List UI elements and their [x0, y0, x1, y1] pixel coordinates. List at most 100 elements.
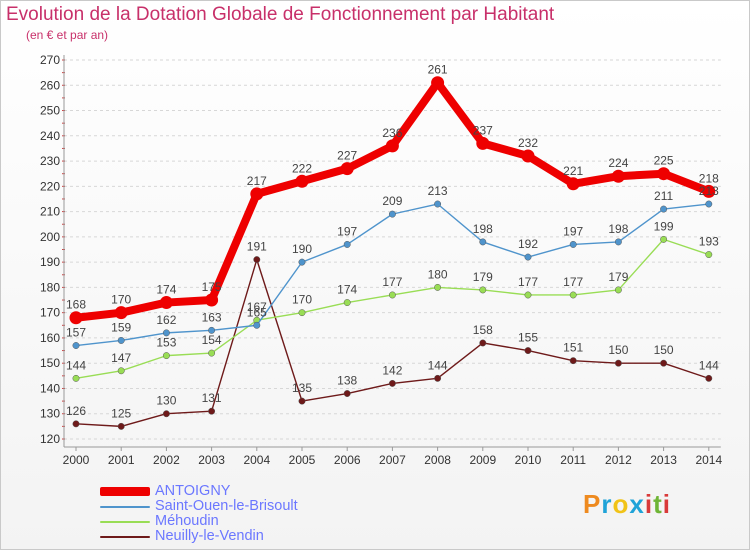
data-point — [476, 136, 490, 150]
data-label: 232 — [518, 136, 538, 150]
data-point — [611, 169, 625, 183]
data-label: 144 — [699, 358, 719, 372]
data-point — [343, 390, 351, 397]
y-tick-label: 260 — [40, 78, 60, 92]
data-point — [524, 253, 532, 261]
data-point — [250, 187, 264, 201]
logo-letter: o — [612, 489, 630, 519]
data-point — [117, 367, 125, 375]
data-point — [343, 299, 351, 307]
data-label: 221 — [563, 164, 583, 178]
legend-label: ANTOIGNY — [155, 483, 231, 499]
data-label: 222 — [292, 161, 312, 175]
data-label: 175 — [202, 280, 222, 294]
data-label: 150 — [654, 343, 674, 357]
x-tick-label: 2001 — [108, 453, 135, 467]
data-point — [614, 286, 622, 294]
data-point — [524, 347, 532, 355]
data-label: 179 — [608, 270, 628, 284]
x-tick-label: 2007 — [379, 453, 406, 467]
series-layer — [69, 76, 716, 430]
data-label: 155 — [518, 331, 538, 345]
x-tick-label: 2008 — [424, 453, 451, 467]
data-label: 126 — [66, 404, 86, 418]
x-tick-label: 2000 — [63, 453, 90, 467]
data-label: 211 — [654, 189, 673, 203]
data-point — [114, 306, 128, 320]
x-tick-label: 2014 — [695, 453, 722, 467]
legend-swatch — [100, 505, 150, 508]
data-label: 225 — [654, 154, 674, 168]
y-tick-label: 120 — [40, 432, 60, 446]
data-point — [162, 410, 170, 418]
data-point — [205, 293, 219, 307]
chart-title: Evolution de la Dotation Globale de Fonc… — [6, 4, 555, 25]
data-label: 177 — [563, 275, 583, 289]
data-label: 180 — [428, 267, 448, 281]
series-Neuilly-le-Vendin — [72, 256, 713, 430]
data-label: 138 — [337, 374, 357, 388]
y-tick-label: 250 — [40, 104, 60, 118]
data-label: 162 — [156, 313, 176, 327]
logo-letter: x — [629, 489, 645, 519]
data-label: 191 — [247, 240, 267, 254]
y-tick-label: 210 — [40, 205, 60, 219]
data-point — [614, 238, 622, 246]
data-label: 236 — [382, 126, 402, 140]
data-label: 174 — [156, 283, 176, 297]
legend-swatch — [100, 520, 150, 523]
y-tick-label: 220 — [40, 179, 60, 193]
data-point — [253, 256, 261, 264]
data-point — [657, 167, 671, 181]
y-tick-label: 230 — [40, 154, 60, 168]
data-label: 125 — [111, 406, 131, 420]
proxiti-logo: Proxiti — [583, 489, 671, 520]
data-label: 227 — [337, 149, 357, 163]
data-point — [117, 337, 125, 344]
y-tick-label: 180 — [40, 280, 60, 294]
data-label: 153 — [156, 336, 176, 350]
data-point — [479, 286, 487, 294]
y-tick-label: 150 — [40, 356, 60, 370]
chart-legend: ANTOIGNY Saint-Ouen-le-Brisoult Méhoudin Ne… — [100, 484, 298, 544]
data-label: 158 — [473, 323, 493, 337]
data-point — [705, 251, 713, 259]
data-label: 135 — [292, 381, 312, 395]
data-label: 179 — [473, 270, 493, 284]
data-point — [298, 309, 306, 317]
legend-swatch — [100, 535, 150, 538]
x-tick-label: 2009 — [469, 453, 496, 467]
data-point — [162, 329, 170, 337]
logo-letter: i — [662, 489, 671, 519]
data-point — [569, 291, 577, 299]
data-point — [208, 407, 216, 415]
data-label: 144 — [428, 358, 448, 372]
legend-item: ANTOIGNY — [100, 484, 298, 499]
data-label: 147 — [111, 351, 131, 365]
data-label: 167 — [247, 300, 267, 314]
data-point — [434, 283, 442, 291]
x-tick-label: 2010 — [515, 453, 542, 467]
data-label: 170 — [292, 293, 312, 307]
data-point — [72, 374, 80, 382]
data-point — [660, 205, 668, 213]
data-label: 218 — [699, 171, 719, 185]
data-label: 193 — [699, 235, 719, 249]
data-label: 217 — [247, 174, 267, 188]
data-label: 224 — [608, 156, 628, 170]
data-point — [388, 379, 396, 387]
data-point — [117, 422, 125, 430]
series-line — [75, 238, 710, 380]
x-tick-label: 2005 — [289, 453, 316, 467]
data-point — [705, 200, 713, 208]
data-point — [660, 235, 668, 243]
x-tick-label: 2006 — [334, 453, 361, 467]
data-label: 197 — [563, 224, 583, 238]
x-tick-label: 2012 — [605, 453, 632, 467]
data-point — [388, 291, 396, 299]
data-point — [69, 311, 83, 325]
data-label: 144 — [66, 358, 86, 372]
legend-item: Méhoudin — [100, 514, 298, 529]
data-label: 157 — [66, 326, 86, 340]
